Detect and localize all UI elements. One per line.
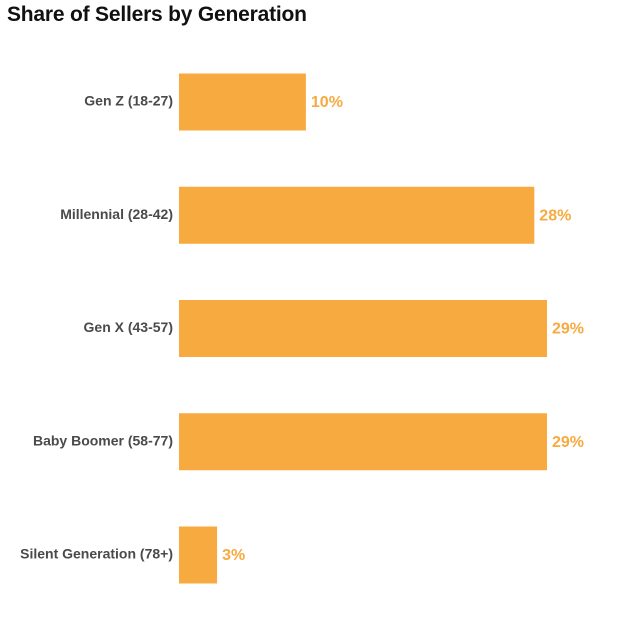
- category-label-silent-generation-78: Silent Generation (78+): [20, 546, 173, 562]
- bar-gen-x-43-57: [179, 300, 547, 357]
- chart-title: Share of Sellers by Generation: [7, 3, 307, 26]
- bar-silent-generation-78: [179, 526, 218, 584]
- value-label-millennial-28-42: 28%: [539, 207, 571, 224]
- category-label-baby-boomer-58-77: Baby Boomer (58-77): [33, 432, 173, 448]
- value-label-baby-boomer-58-77: 29%: [552, 434, 584, 451]
- value-label-gen-z-18-27: 10%: [311, 94, 343, 111]
- bar-gen-z-18-27: [179, 73, 306, 131]
- category-label-gen-x-43-57: Gen X (43-57): [84, 319, 173, 335]
- bar-baby-boomer-58-77: [179, 413, 547, 471]
- category-label-millennial-28-42: Millennial (28-42): [60, 206, 173, 222]
- bar-millennial-28-42: [179, 186, 535, 244]
- category-label-gen-z-18-27: Gen Z (18-27): [84, 93, 173, 109]
- value-label-gen-x-43-57: 29%: [552, 321, 584, 338]
- value-label-silent-generation-78: 3%: [222, 547, 245, 564]
